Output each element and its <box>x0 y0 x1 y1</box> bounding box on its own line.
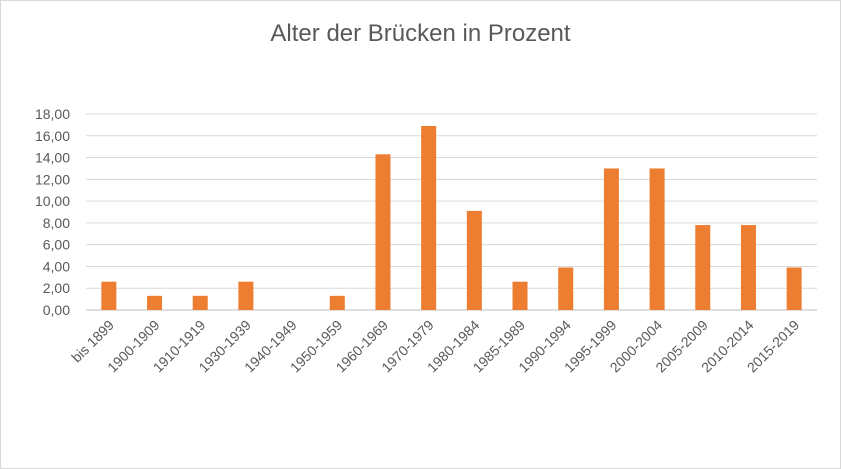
y-tick-label: 4,00 <box>43 258 70 274</box>
chart-title: Alter der Brücken in Prozent <box>270 20 571 47</box>
y-tick-label: 16,00 <box>35 128 70 144</box>
y-tick-label: 10,00 <box>35 193 70 209</box>
y-tick-label: 2,00 <box>43 280 70 296</box>
bar <box>512 281 528 310</box>
bar <box>147 295 163 310</box>
bar <box>329 295 345 310</box>
gridlines <box>86 113 817 311</box>
bar <box>421 125 437 310</box>
bar <box>192 295 208 310</box>
bar <box>238 281 254 310</box>
bar <box>101 281 117 310</box>
x-axis-ticks: bis 18991900-19091910-19191930-19391940-… <box>68 317 802 376</box>
bar <box>558 267 574 310</box>
bar <box>786 267 802 310</box>
y-tick-label: 12,00 <box>35 171 70 187</box>
bars <box>101 125 802 310</box>
y-axis-ticks: 0,00 2,00 4,00 6,00 8,00 10,00 12,00 14,00 16,00… <box>35 106 70 318</box>
y-tick-label: 14,00 <box>35 150 70 166</box>
bar <box>695 225 711 310</box>
bar <box>649 168 665 310</box>
y-tick-label: 18,00 <box>35 106 70 122</box>
y-tick-label: 0,00 <box>43 302 70 318</box>
bar <box>603 168 619 310</box>
bar <box>375 154 391 310</box>
y-tick-label: 8,00 <box>43 215 70 231</box>
y-tick-label: 6,00 <box>43 237 70 253</box>
bar <box>740 225 756 310</box>
bar <box>466 210 482 310</box>
